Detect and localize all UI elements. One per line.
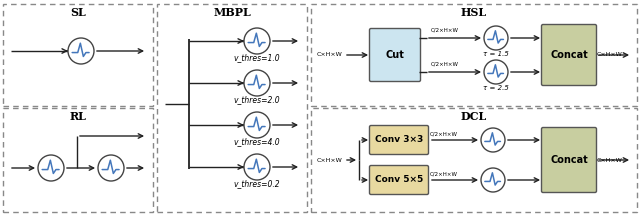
Text: v_thres=0.2: v_thres=0.2 xyxy=(234,179,280,189)
Circle shape xyxy=(481,128,505,152)
Text: HSL: HSL xyxy=(461,8,487,19)
Circle shape xyxy=(484,26,508,50)
Text: τ = 1.5: τ = 1.5 xyxy=(483,51,509,57)
Circle shape xyxy=(244,112,270,138)
Circle shape xyxy=(484,60,508,84)
Bar xyxy=(3,4,153,106)
Circle shape xyxy=(68,38,94,64)
Text: τ = 2.5: τ = 2.5 xyxy=(483,85,509,91)
Text: SL: SL xyxy=(70,8,86,19)
Text: C/2×H×W: C/2×H×W xyxy=(431,28,459,33)
Text: C/2×H×W: C/2×H×W xyxy=(430,131,458,136)
Text: C×H×W: C×H×W xyxy=(317,52,343,57)
FancyBboxPatch shape xyxy=(541,127,596,192)
FancyBboxPatch shape xyxy=(369,29,420,81)
Circle shape xyxy=(481,168,505,192)
Text: Conv 3×3: Conv 3×3 xyxy=(375,135,423,145)
Text: DCL: DCL xyxy=(461,111,487,122)
Circle shape xyxy=(244,28,270,54)
Bar xyxy=(311,108,637,212)
Text: C/2×H×W: C/2×H×W xyxy=(430,171,458,176)
Circle shape xyxy=(244,154,270,180)
Text: v_thres=1.0: v_thres=1.0 xyxy=(234,54,280,62)
Bar xyxy=(157,4,307,212)
Text: C×H×W: C×H×W xyxy=(317,157,343,162)
Circle shape xyxy=(98,155,124,181)
Text: C/2×H×W: C/2×H×W xyxy=(431,62,459,67)
Circle shape xyxy=(38,155,64,181)
Circle shape xyxy=(244,70,270,96)
FancyBboxPatch shape xyxy=(369,165,429,194)
Bar xyxy=(3,108,153,212)
Text: Concat: Concat xyxy=(550,155,588,165)
Text: v_thres=2.0: v_thres=2.0 xyxy=(234,95,280,105)
Text: Concat: Concat xyxy=(550,50,588,60)
FancyBboxPatch shape xyxy=(369,125,429,154)
Bar xyxy=(311,4,637,106)
Text: RL: RL xyxy=(70,111,86,122)
Text: Cut: Cut xyxy=(385,50,404,60)
Text: C×H×W: C×H×W xyxy=(597,52,623,57)
Text: Conv 5×5: Conv 5×5 xyxy=(375,175,423,184)
FancyBboxPatch shape xyxy=(541,24,596,86)
Text: C×H×W: C×H×W xyxy=(597,157,623,162)
Text: v_thres=4.0: v_thres=4.0 xyxy=(234,138,280,146)
Text: MBPL: MBPL xyxy=(213,8,251,19)
